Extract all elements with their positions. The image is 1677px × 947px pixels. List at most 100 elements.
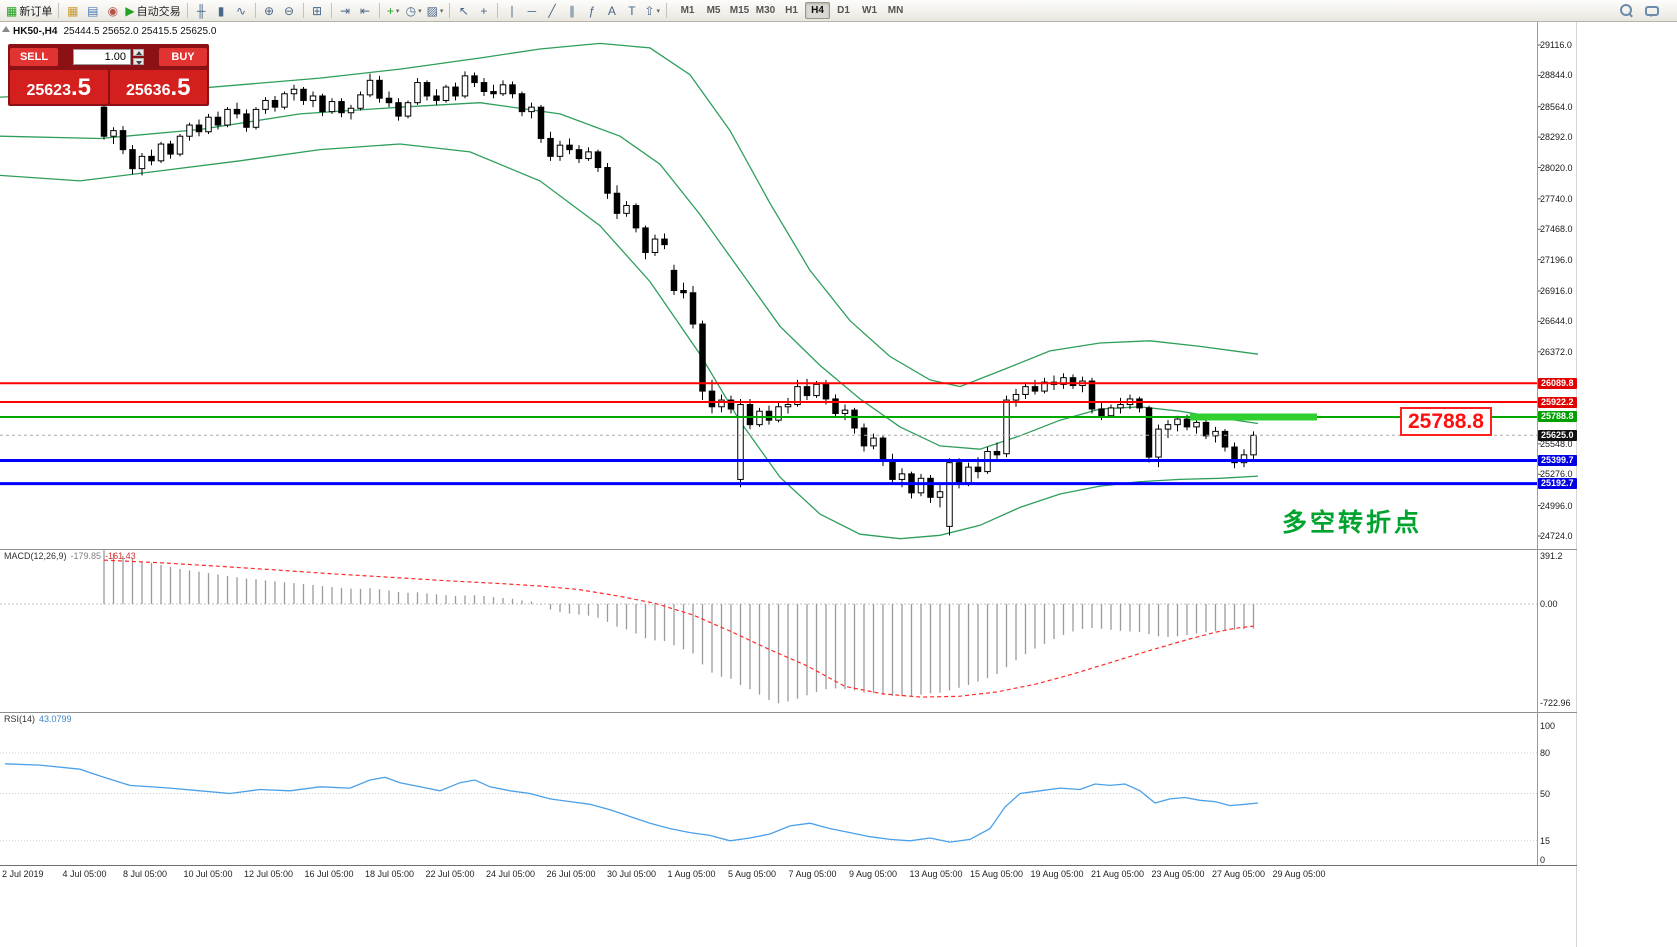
timeframe-d1[interactable]: D1 — [837, 5, 850, 16]
sell-label: SELL — [19, 51, 49, 63]
volume-up-icon[interactable] — [133, 49, 144, 56]
templates-button[interactable]: ▨ ▾ — [425, 2, 446, 20]
price-tick-label: 28020.0 — [1540, 162, 1573, 173]
buy-price-pips: .5 — [170, 74, 191, 101]
toolbar-right-icons — [1620, 4, 1673, 17]
auto-scroll-icon[interactable]: ⇥ — [336, 2, 355, 20]
volume-input[interactable]: 1.00 — [73, 49, 131, 65]
timeframe-m30[interactable]: M30 — [755, 5, 776, 16]
price-line-label: 25788.8 — [1538, 411, 1577, 423]
one-click-panel-toggle[interactable] — [2, 26, 10, 32]
indicators-button-dropdown[interactable]: ▾ — [395, 7, 400, 15]
arrows-icon-dropdown[interactable]: ▾ — [656, 7, 661, 15]
bar-chart-icon[interactable]: ╫ — [192, 2, 211, 20]
new-order-label: 新订单 — [19, 5, 53, 18]
time-tick-label: 22 Jul 05:00 — [425, 869, 475, 879]
zoom-out-icon[interactable]: ⊖ — [280, 2, 299, 20]
horizontal-line-icon: ─ — [527, 3, 537, 18]
line-chart-icon: ∿ — [236, 3, 247, 18]
zoom-in-icon[interactable]: ⊕ — [260, 2, 279, 20]
volume-value: 1.00 — [104, 51, 126, 63]
price-level-callout[interactable]: 25788.8 — [1400, 407, 1492, 436]
arrows-icon[interactable]: ⇧ ▾ — [642, 2, 662, 20]
equidistant-channel-icon[interactable]: ∥ — [562, 2, 581, 20]
chat-icon[interactable] — [1645, 5, 1659, 17]
templates-button: ▨ — [426, 3, 438, 18]
volume-spinner — [133, 49, 144, 65]
profiles-icon[interactable]: ▤ — [83, 2, 102, 20]
price-tick-label: 28844.0 — [1540, 70, 1573, 81]
trendline-icon: ╱ — [548, 3, 556, 18]
candlestick-chart-icon: ▮ — [217, 3, 225, 18]
periods-button: ◷ — [405, 3, 417, 18]
cursor-icon[interactable]: ↖ — [454, 2, 473, 20]
turning-point-annotation[interactable]: 多空转折点 — [1282, 509, 1423, 537]
time-tick-label: 9 Aug 05:00 — [849, 869, 898, 879]
fibonacci-icon[interactable]: ƒ — [582, 2, 601, 20]
periods-button-dropdown[interactable]: ▾ — [418, 7, 422, 15]
sell-price: 25623 — [26, 82, 71, 99]
rsi-axis-label: 50 — [1540, 788, 1551, 799]
time-tick-label: 10 Jul 05:00 — [183, 869, 233, 879]
text-label-icon[interactable]: T — [622, 2, 641, 20]
chart-shift-icon[interactable]: ⇤ — [356, 2, 375, 20]
sell-price-button[interactable]: 25623.5 — [10, 70, 108, 104]
macd-indicator-label: MACD(12,26,9) -179.85 -161.43 — [4, 551, 136, 561]
rsi-indicator-label: RSI(14) 43.0799 — [4, 714, 72, 724]
price-tick-label: 25276.0 — [1540, 469, 1573, 480]
timeframe-m1[interactable]: M1 — [680, 5, 695, 16]
indicators-button[interactable]: + ▾ — [384, 2, 403, 20]
rsi-axis-label: 0 — [1540, 855, 1546, 865]
toolbar-separator — [186, 3, 188, 18]
vertical-line-icon[interactable]: ∣ — [502, 2, 521, 20]
sell-button[interactable]: SELL — [10, 48, 58, 66]
time-tick-label: 16 Jul 05:00 — [304, 869, 354, 879]
rsi-panel-divider[interactable] — [0, 712, 1577, 713]
time-tick-label: 27 Aug 05:00 — [1212, 869, 1266, 879]
text-icon: A — [607, 3, 616, 18]
timeframe-mn[interactable]: MN — [887, 5, 904, 16]
timeframe-h4[interactable]: H4 — [805, 2, 831, 19]
timeframe-w1[interactable]: W1 — [862, 5, 878, 16]
market-watch-icon[interactable]: ◉ — [103, 2, 122, 20]
time-tick-label: 8 Jul 05:00 — [123, 869, 168, 879]
autotrade-button[interactable]: ▶ 自动交易 — [123, 2, 182, 20]
templates-button-dropdown[interactable]: ▾ — [439, 7, 444, 15]
buy-button[interactable]: BUY — [159, 48, 207, 66]
macd-panel-divider[interactable] — [0, 549, 1577, 550]
periods-button[interactable]: ◷ ▾ — [404, 2, 424, 20]
line-chart-icon[interactable]: ∿ — [232, 2, 251, 20]
price-tick-label: 26916.0 — [1540, 285, 1573, 296]
chart-area[interactable]: HK50-,H4 25444.5 25652.0 25415.5 25625.0 … — [0, 22, 1577, 947]
symbol-name: HK50-,H4 — [13, 26, 58, 37]
timeframe-m5[interactable]: M5 — [706, 5, 721, 16]
volume-down-icon[interactable] — [133, 58, 144, 65]
price-tick-label: 26644.0 — [1540, 316, 1573, 327]
bar-chart-icon: ╫ — [196, 3, 206, 18]
toolbar-separator — [330, 3, 332, 18]
new-order-icon: ▦ — [6, 3, 18, 18]
timeframe-h1[interactable]: H1 — [785, 5, 798, 16]
toolbar-separator — [302, 3, 304, 18]
candlestick-chart-icon[interactable]: ▮ — [212, 2, 231, 20]
chart-shift-icon: ⇤ — [360, 3, 371, 18]
tile-windows-icon[interactable]: ⊞ — [308, 2, 327, 20]
horizontal-line-icon[interactable]: ─ — [522, 2, 541, 20]
macd-signal-value: -161.43 — [105, 551, 136, 561]
price-tick-label: 24724.0 — [1540, 531, 1573, 541]
time-tick-label: 29 Aug 05:00 — [1272, 869, 1326, 879]
text-icon[interactable]: A — [602, 2, 621, 20]
charts-grid-icon[interactable]: ▦ — [63, 2, 82, 20]
buy-price-button[interactable]: 25636.5 — [109, 70, 207, 104]
timeframe-m15[interactable]: M15 — [729, 5, 750, 16]
charts-grid-icon: ▦ — [67, 3, 79, 18]
time-tick-label: 30 Jul 05:00 — [607, 869, 657, 879]
time-tick-label: 5 Aug 05:00 — [728, 869, 777, 879]
price-tick-label: 26372.0 — [1540, 346, 1573, 357]
trendline-icon[interactable]: ╱ — [542, 2, 561, 20]
sell-price-pips: .5 — [70, 74, 91, 101]
auto-scroll-icon: ⇥ — [340, 3, 351, 18]
search-icon[interactable] — [1620, 4, 1633, 17]
crosshair-icon[interactable]: + — [474, 2, 493, 20]
new-order-button[interactable]: ▦ 新订单 — [4, 2, 54, 20]
